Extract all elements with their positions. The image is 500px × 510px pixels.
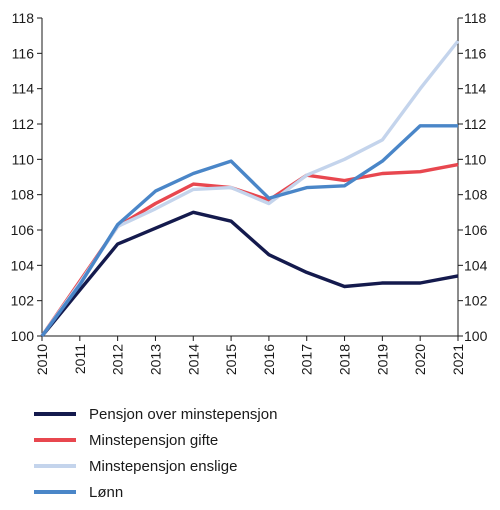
y-tick-label-right: 106 [464,222,488,238]
y-tick-label-left: 108 [11,187,35,203]
y-tick-label-left: 100 [11,328,35,344]
x-tick-label: 2020 [412,344,428,375]
y-tick-label-left: 116 [12,45,35,61]
y-tick-label-left: 112 [12,116,35,132]
y-axis-right-ticks: 100 102 104 106 108 110 112 114 116 118 [458,10,488,344]
y-tick-label-right: 108 [464,187,488,203]
x-tick-label: 2019 [374,344,390,375]
legend-label-2: Minstepensjon enslige [89,458,237,475]
x-tick-label: 2013 [147,344,163,375]
y-tick-label-right: 116 [464,45,487,61]
y-tick-label-right: 118 [464,10,487,26]
y-tick-label-left: 104 [11,257,35,273]
y-tick-label-left: 110 [12,151,35,167]
x-tick-label: 2017 [299,344,315,375]
series-lines [40,39,460,338]
legend-label-0: Pensjon over minstepensjon [89,406,277,423]
series-line-2 [40,39,460,337]
x-tick-label: 2014 [185,344,201,375]
x-tick-label: 2011 [72,344,88,374]
x-tick-label: 2010 [34,344,50,375]
legend: Pensjon over minstepensjon Minstepensjon … [34,406,277,501]
y-tick-label-left: 114 [12,81,35,97]
x-tick-label: 2021 [450,344,466,375]
y-tick-label-right: 110 [464,151,487,167]
series-line-1 [40,162,459,337]
y-tick-label-left: 102 [11,293,35,309]
legend-label-3: Lønn [89,484,123,501]
legend-label-1: Minstepensjon gifte [89,432,218,449]
series-line-0 [40,210,459,338]
x-axis-ticks: 2010 2011 2012 2013 2014 2015 2016 2017 2018 2019… [34,336,466,375]
y-tick-label-left: 106 [11,222,35,238]
axes [41,18,459,337]
x-tick-label: 2016 [261,344,277,375]
x-tick-label: 2018 [337,344,353,375]
y-tick-label-left: 118 [12,10,35,26]
x-tick-label: 2012 [110,344,126,375]
y-tick-label-right: 100 [464,328,488,344]
series-line-3 [40,124,458,338]
y-tick-label-right: 102 [464,293,488,309]
y-axis-left-ticks: 100 102 104 106 108 110 112 114 116 118 [11,10,42,344]
y-tick-label-right: 104 [464,257,488,273]
y-tick-label-right: 112 [464,116,487,132]
y-tick-label-right: 114 [464,81,487,97]
x-tick-label: 2015 [223,344,239,375]
